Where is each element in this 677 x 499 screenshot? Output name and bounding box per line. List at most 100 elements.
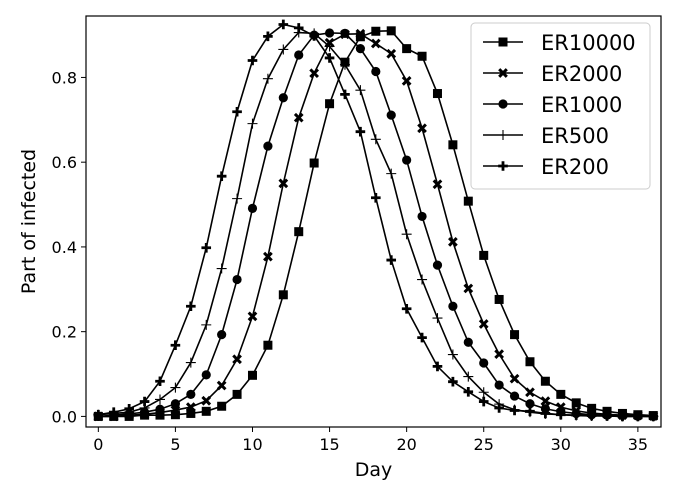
data-point [278,44,289,55]
data-point [648,411,659,422]
data-point [386,110,396,120]
data-point [262,73,273,84]
legend-entry: ER500 [483,124,609,148]
data-point [540,396,551,407]
x-tick-label: 10 [242,435,262,454]
data-point [478,319,489,329]
data-point [232,274,242,285]
data-point [339,59,350,70]
data-point [340,28,350,38]
data-point [371,192,381,203]
x-tick-label: 20 [396,435,416,454]
data-point [185,402,196,412]
series-er200 [93,19,659,422]
data-point [124,403,134,414]
data-point [509,391,520,401]
x-tick-label: 5 [170,435,180,454]
data-point [154,394,165,405]
data-point [463,387,474,397]
data-point [509,373,520,384]
data-point [294,227,304,237]
data-point [401,229,412,240]
data-point [571,398,581,408]
data-point [371,26,381,36]
data-point [386,168,397,179]
data-point [247,55,258,66]
data-point [432,179,443,190]
plot-marks [93,19,659,422]
data-point [324,28,335,38]
data-point [232,106,242,117]
data-point [448,236,458,247]
y-tick-label: 0.4 [52,238,77,257]
data-point [355,32,365,42]
data-point [186,301,196,312]
data-point [401,75,412,86]
data-point [186,408,196,418]
data-point [232,389,242,399]
data-point [170,410,180,420]
legend: ER10000 ER2000 ER1000 ER500 ER200 [470,22,651,190]
data-point [370,134,381,145]
data-point [494,403,504,413]
data-point [278,93,288,103]
data-point [602,411,612,421]
data-point [309,68,320,79]
data-point [247,203,258,213]
data-point [571,410,582,420]
data-point [232,354,242,365]
legend-label: ER1000 [541,93,622,117]
data-point [401,303,412,314]
data-point [417,51,427,61]
data-point [216,263,227,274]
data-point [432,89,442,99]
legend-entry: ER2000 [483,62,622,86]
data-point [155,376,165,387]
data-point [278,290,288,300]
data-point [498,161,508,171]
data-point [587,403,597,413]
data-point [417,123,427,134]
data-point [386,255,397,265]
data-point [498,68,508,78]
data-point [201,395,212,406]
x-tick-label: 30 [551,435,571,454]
data-point [540,408,551,419]
data-point [340,89,350,100]
data-point [155,410,165,420]
data-point [432,313,443,324]
data-point [278,178,289,189]
data-point [448,376,458,387]
data-point [525,399,535,409]
data-point [216,171,227,181]
x-tick-label: 0 [93,435,103,454]
data-point [540,376,550,386]
data-point [108,407,119,417]
data-point [498,37,508,47]
data-point [217,401,227,411]
data-point [217,330,227,340]
data-point [617,411,628,422]
data-point [370,38,381,49]
legend-entry: ER1000 [483,93,622,117]
data-point [324,53,335,63]
x-tick-label: 15 [319,435,339,454]
data-point [309,158,319,168]
data-point [494,380,504,390]
data-point [463,337,473,347]
legend-label: ER500 [541,124,609,148]
data-point [447,349,458,360]
data-point [494,349,504,359]
data-point [355,44,365,54]
data-point [278,19,289,30]
data-point [355,126,366,137]
data-point [309,31,319,41]
data-point [498,99,508,109]
data-point [155,404,165,414]
plot-frame [85,15,662,428]
data-point [633,411,643,422]
data-point [478,387,489,398]
data-point [417,332,427,343]
data-point [494,294,504,304]
data-point [555,409,566,420]
